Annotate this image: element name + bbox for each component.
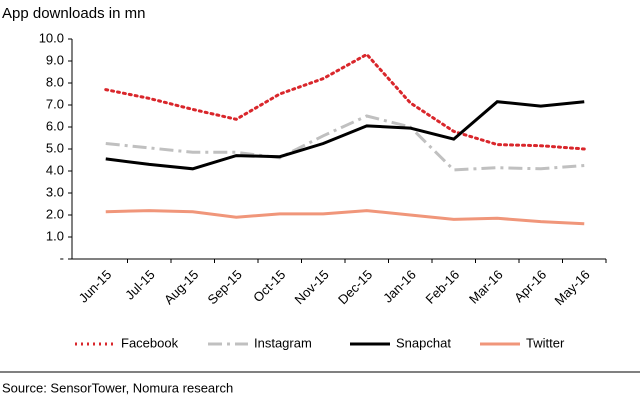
chart-title: App downloads in mn (2, 5, 145, 22)
legend-label: Instagram (254, 335, 312, 350)
legend-label: Facebook (121, 335, 179, 350)
y-tick-label: 6.0 (46, 118, 64, 133)
series-line (105, 209, 585, 226)
y-tick-label: 7.0 (46, 96, 64, 111)
y-tick-label: 5.0 (46, 140, 64, 155)
x-tick-label: Oct-15 (250, 267, 288, 305)
y-tick-label: 1.0 (46, 228, 64, 243)
series-line (105, 114, 585, 172)
series-line (105, 100, 585, 171)
y-tick-label: 2.0 (46, 206, 64, 221)
x-tick-label: May-16 (552, 267, 593, 308)
x-tick-label: Aug-15 (161, 267, 201, 307)
legend-label: Twitter (526, 335, 565, 350)
x-tick-label: Sep-15 (205, 267, 245, 307)
source-note: Source: SensorTower, Nomura research (2, 380, 233, 395)
x-tick-label: Dec-15 (335, 267, 375, 307)
y-tick-label: 3.0 (46, 184, 64, 199)
x-tick-label: Feb-16 (423, 267, 463, 307)
x-tick-label: Nov-15 (292, 267, 332, 307)
x-tick-label: Jan-16 (380, 267, 419, 306)
y-tick-label: 8.0 (46, 74, 64, 89)
legend-label: Snapchat (396, 335, 451, 350)
y-tick-label: - (60, 250, 64, 265)
x-tick-label: Jun-15 (76, 267, 115, 306)
x-tick-label: Apr-16 (511, 267, 549, 305)
y-tick-label: 9.0 (46, 52, 64, 67)
series-line (104, 52, 586, 151)
x-tick-label: Jul-15 (122, 267, 158, 303)
x-tick-label: Mar-16 (466, 267, 506, 307)
y-tick-label: 4.0 (46, 162, 64, 177)
y-tick-label: 10.0 (39, 30, 64, 45)
